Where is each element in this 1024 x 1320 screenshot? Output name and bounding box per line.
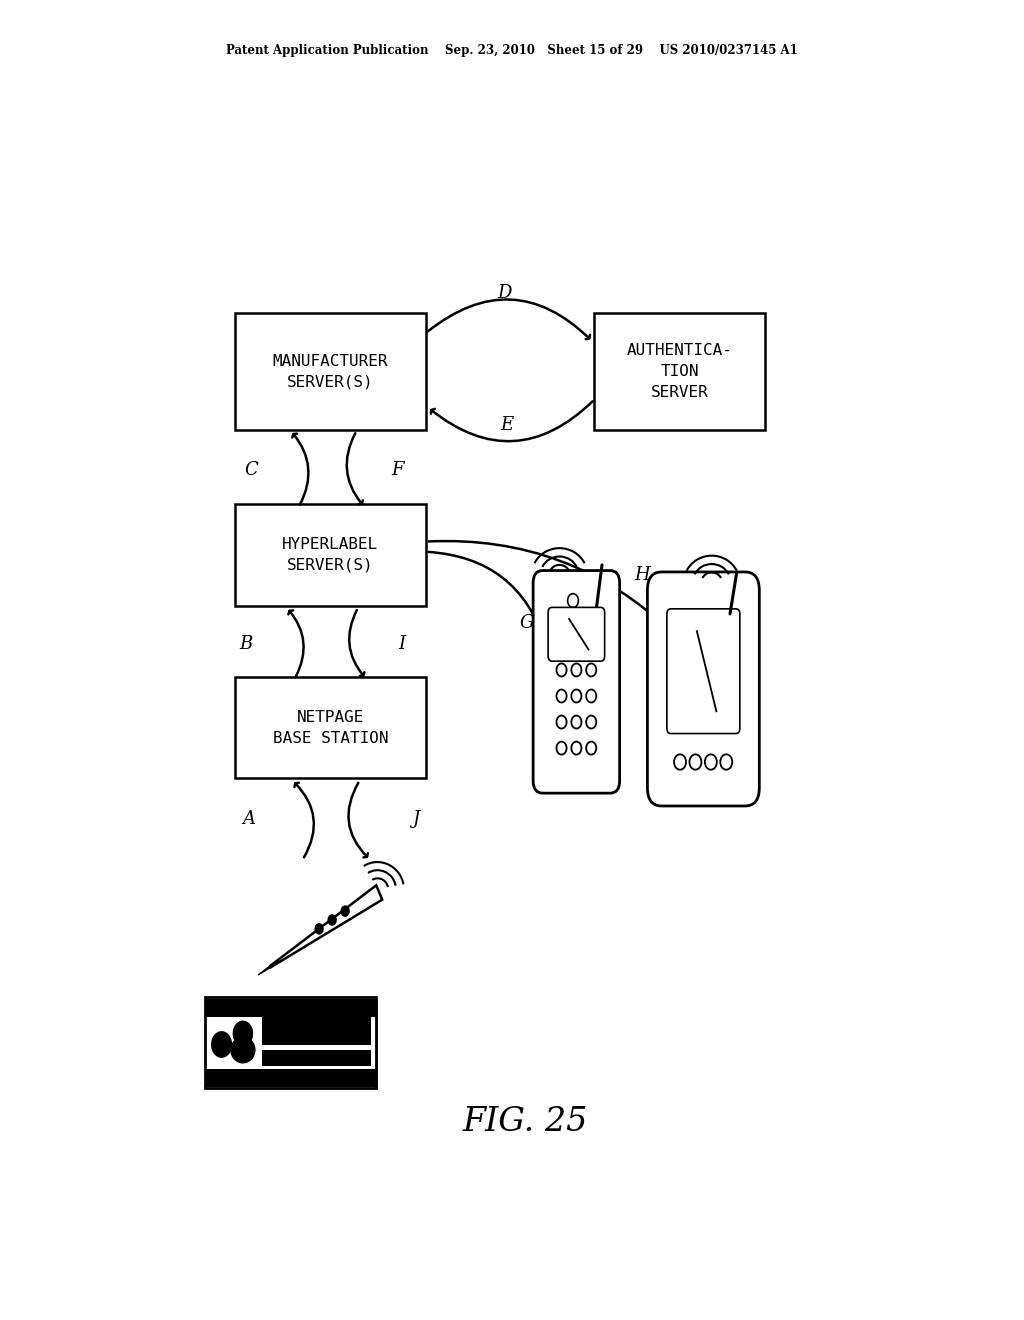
Circle shape [315, 924, 323, 935]
Text: Patent Application Publication    Sep. 23, 2010   Sheet 15 of 29    US 2010/0237: Patent Application Publication Sep. 23, … [226, 44, 798, 57]
Circle shape [571, 742, 582, 755]
Text: NETPAGE
BASE STATION: NETPAGE BASE STATION [272, 710, 388, 746]
Text: AUTHENTICA-
TION
SERVER: AUTHENTICA- TION SERVER [627, 343, 732, 400]
Ellipse shape [231, 1038, 255, 1063]
Bar [236, 313, 426, 430]
Text: J: J [412, 810, 419, 828]
Circle shape [233, 1022, 252, 1045]
Bar [206, 1069, 376, 1088]
Circle shape [571, 689, 582, 702]
Text: HYPERLABEL
SERVER(S): HYPERLABEL SERVER(S) [283, 537, 379, 573]
Text: MANUFACTURER
SERVER(S): MANUFACTURER SERVER(S) [272, 354, 388, 389]
Circle shape [571, 715, 582, 729]
Circle shape [689, 754, 701, 770]
Text: G: G [520, 614, 535, 632]
Text: B: B [239, 635, 252, 653]
Bar [206, 999, 376, 1016]
Text: F: F [391, 462, 404, 479]
Polygon shape [270, 886, 382, 968]
Bar [236, 504, 426, 606]
Circle shape [586, 689, 596, 702]
Circle shape [571, 664, 582, 676]
Circle shape [556, 742, 566, 755]
FancyBboxPatch shape [667, 609, 739, 734]
Circle shape [341, 906, 349, 916]
Circle shape [556, 664, 566, 676]
Polygon shape [258, 966, 271, 975]
Text: I: I [398, 635, 406, 653]
Circle shape [556, 689, 566, 702]
Circle shape [586, 715, 596, 729]
Bar [262, 1015, 371, 1031]
Circle shape [233, 1022, 252, 1045]
Text: FIG. 25: FIG. 25 [462, 1106, 588, 1138]
Text: E: E [501, 416, 514, 434]
Circle shape [586, 664, 596, 676]
Circle shape [328, 915, 336, 925]
FancyBboxPatch shape [534, 570, 620, 793]
Circle shape [586, 742, 596, 755]
FancyBboxPatch shape [647, 572, 760, 807]
Bar [594, 313, 765, 430]
Circle shape [567, 594, 579, 607]
Text: A: A [242, 810, 255, 828]
Bar [262, 1030, 371, 1045]
Circle shape [556, 715, 566, 729]
Circle shape [674, 754, 686, 770]
Text: C: C [244, 462, 258, 479]
Bar [236, 677, 426, 779]
Circle shape [720, 754, 732, 770]
Circle shape [705, 754, 717, 770]
Text: D: D [498, 284, 512, 301]
Circle shape [212, 1032, 231, 1057]
Bar [206, 997, 376, 1089]
Bar [262, 1049, 371, 1065]
FancyBboxPatch shape [548, 607, 604, 661]
Text: H: H [635, 566, 650, 585]
